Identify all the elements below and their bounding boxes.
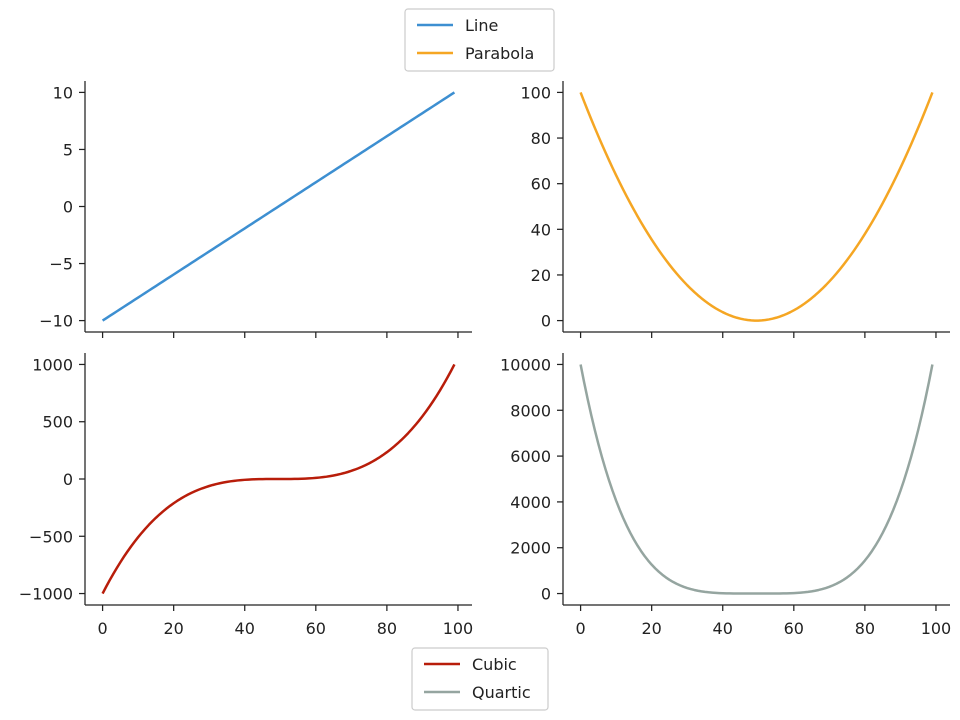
- y-tick-label: 6000: [510, 447, 551, 466]
- y-tick-label: 5: [63, 140, 73, 159]
- legend-bottom: Cubic Quartic: [411, 647, 549, 711]
- panel-parabola: 0 20 40 60 80 100: [520, 81, 950, 338]
- y-tick-label: 2000: [510, 539, 551, 558]
- y-tick-label: 80: [531, 129, 551, 148]
- x-tick-label: 100: [921, 619, 952, 638]
- y-tick-label: 100: [520, 83, 551, 102]
- panel-line: −10 −5 0 5 10: [39, 81, 472, 338]
- panel-cubic: 0 20 40 60 80 100 −1000 −500 0 500 1000: [19, 353, 473, 638]
- y-tick-label: −10: [39, 312, 73, 331]
- y-tick-label: 8000: [510, 401, 551, 420]
- y-tick-label: 60: [531, 175, 551, 194]
- series-quartic: [579, 364, 934, 595]
- legend-top: Line Parabola: [404, 8, 555, 72]
- y-tick-label: −5: [49, 255, 73, 274]
- y-tick-label: −500: [29, 527, 73, 546]
- x-tick-label: 20: [163, 619, 183, 638]
- x-tick-label: 100: [443, 619, 474, 638]
- legend-label-cubic: Cubic: [472, 655, 517, 674]
- x-tick-label: 80: [855, 619, 875, 638]
- y-tick-label: 500: [42, 413, 73, 432]
- legend-label-quartic: Quartic: [472, 683, 531, 702]
- y-tick-label: 10000: [500, 355, 551, 374]
- y-tick-label: 0: [63, 198, 73, 217]
- y-tick-label: −1000: [19, 585, 73, 604]
- y-tick-label: 10: [53, 83, 73, 102]
- axis-ticks: 0 20 40 60 80 100 0 2000 4000 6000 8000 10000: [500, 355, 951, 638]
- y-tick-label: 20: [531, 266, 551, 285]
- y-tick-label: 4000: [510, 493, 551, 512]
- series-parabola: [579, 91, 934, 322]
- legend-label-parabola: Parabola: [465, 44, 534, 63]
- x-tick-label: 80: [377, 619, 397, 638]
- axis-ticks: 0 20 40 60 80 100: [520, 83, 937, 338]
- x-tick-label: 20: [641, 619, 661, 638]
- legend-label-line: Line: [465, 16, 498, 35]
- y-tick-label: 0: [541, 312, 551, 331]
- x-tick-label: 60: [784, 619, 804, 638]
- x-tick-label: 60: [306, 619, 326, 638]
- series-line: [101, 91, 456, 322]
- x-tick-label: 0: [575, 619, 585, 638]
- x-tick-label: 40: [713, 619, 733, 638]
- axis-ticks: 0 20 40 60 80 100 −1000 −500 0 500 1000: [19, 355, 473, 638]
- x-tick-label: 0: [97, 619, 107, 638]
- axis-ticks: −10 −5 0 5 10: [39, 83, 459, 338]
- panel-quartic: 0 20 40 60 80 100 0 2000 4000 6000 8000 10000: [500, 353, 951, 638]
- series-cubic: [101, 363, 456, 595]
- y-tick-label: 40: [531, 220, 551, 239]
- y-tick-label: 0: [541, 585, 551, 604]
- y-tick-label: 0: [63, 470, 73, 489]
- y-tick-label: 1000: [32, 355, 73, 374]
- x-tick-label: 40: [235, 619, 255, 638]
